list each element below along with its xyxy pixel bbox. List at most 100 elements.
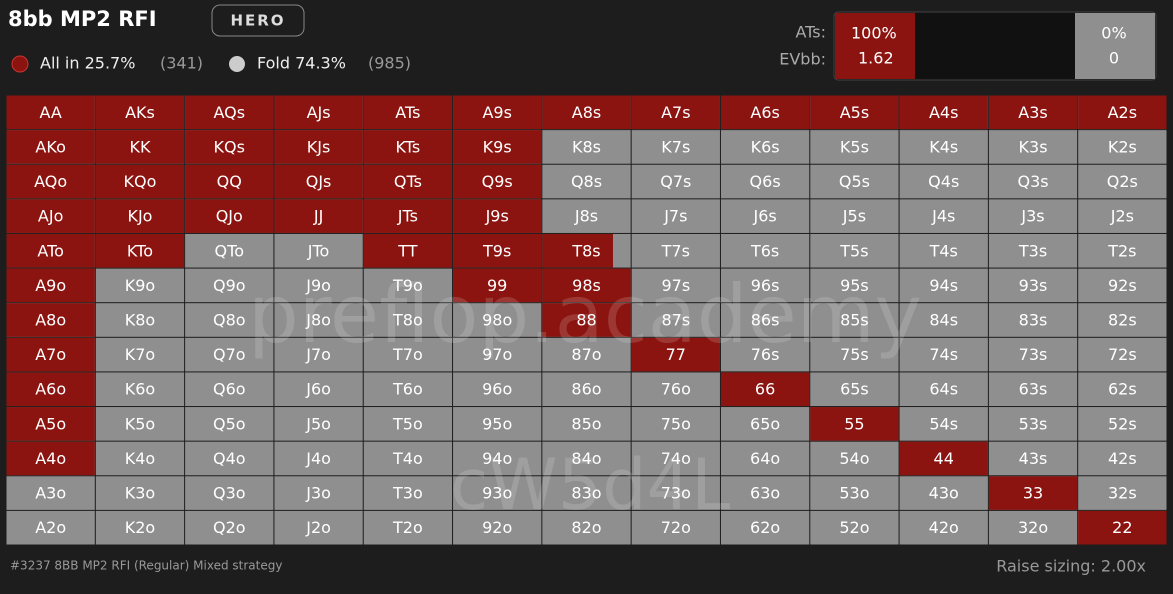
legend-count: (341) (160, 54, 203, 73)
hand-label: J3o (305, 484, 331, 503)
hand-label: 63s (1019, 380, 1048, 399)
hand-label: 55 (844, 414, 864, 433)
fold-cell (1078, 337, 1167, 372)
allin-fill (274, 95, 363, 130)
allin-fill (453, 164, 542, 199)
title: 8bb MP2 RFI (8, 7, 157, 31)
hand-label: T3o (392, 484, 423, 503)
hand-label: A4o (35, 449, 66, 468)
fold-cell (1078, 233, 1167, 268)
hand-label: 42s (1108, 449, 1137, 468)
hand-label: 63o (750, 484, 780, 503)
hand-label: 87o (571, 345, 601, 364)
fold-cell (185, 268, 274, 303)
fold-cell (810, 303, 899, 337)
fold-cell (274, 303, 363, 337)
allin-fill (363, 233, 453, 268)
hand-label: 32s (1108, 484, 1137, 503)
fold-cell (363, 268, 453, 303)
allin-fill (95, 199, 185, 233)
fold-cell (95, 476, 185, 510)
hand-label: K6o (125, 380, 155, 399)
allin-fill (95, 95, 185, 130)
hand-label: K4s (929, 137, 958, 156)
allin-fill (6, 303, 95, 337)
hand-label: ATo (37, 241, 64, 260)
hand-label: 85o (571, 414, 601, 433)
fold-cell (810, 441, 899, 476)
hand-label: 76o (661, 380, 691, 399)
hand-label: ATs (395, 103, 420, 122)
hand-label: T8o (392, 311, 423, 330)
allin-fill (95, 164, 185, 199)
fold-cell (274, 337, 363, 372)
fold-cell (363, 372, 453, 407)
fold-cell (185, 233, 274, 268)
hand-label: J5o (305, 414, 331, 433)
fold-cell (1078, 407, 1167, 441)
hand-label: K7o (125, 345, 155, 364)
fold-cell (631, 268, 720, 303)
fold-cell (720, 130, 810, 164)
hand-label: T9o (392, 276, 423, 295)
hand-label: A6o (35, 380, 66, 399)
fold-cell (899, 407, 988, 441)
fold-cell (95, 407, 185, 441)
hand-label: 66 (755, 380, 775, 399)
allin-fill (363, 164, 453, 199)
hand-label: 92s (1108, 276, 1137, 295)
fold-cell (95, 303, 185, 337)
hand-label: 64o (750, 449, 780, 468)
hand-label: T4s (929, 241, 958, 260)
hand-label: T8s (571, 241, 600, 260)
fold-cell (542, 337, 631, 372)
hand-label: Q3s (1017, 172, 1048, 191)
fold-cell (720, 303, 810, 337)
hand-label: 98o (482, 311, 512, 330)
fold-cell (631, 372, 720, 407)
allin-fill (542, 268, 631, 303)
fold-cell (631, 407, 720, 441)
fold-cell (720, 337, 810, 372)
hand-label: Q6o (213, 380, 246, 399)
hand-label: J6o (305, 380, 331, 399)
hand-label: QJo (216, 207, 243, 226)
fold-cell (988, 130, 1078, 164)
fold-cell (363, 337, 453, 372)
badge[interactable]: HERO (230, 12, 285, 30)
hand-label: T9s (482, 241, 511, 260)
allin-fill (899, 95, 988, 130)
fold-cell (542, 372, 631, 407)
hand-label: J2s (1110, 207, 1134, 226)
fold-cell (542, 476, 631, 510)
fold-cell (453, 476, 542, 510)
fold-cell (274, 441, 363, 476)
fold-cell (274, 510, 363, 545)
hand-label: 54o (839, 449, 869, 468)
hand-label: JJ (313, 207, 323, 226)
allin-fill (274, 130, 363, 164)
hand-label: Q4s (928, 172, 959, 191)
hand-label: KQo (124, 172, 157, 191)
fold-cell (899, 372, 988, 407)
fold-cell (899, 164, 988, 199)
hand-label: 83o (571, 484, 601, 503)
allin-segment (835, 13, 915, 79)
hand-label: 96s (751, 276, 780, 295)
hand-label: 82s (1108, 311, 1137, 330)
fold-cell (720, 510, 810, 545)
watermark: preflop.academy (248, 268, 922, 361)
fold-cell (6, 476, 95, 510)
hand-label: A3o (35, 484, 66, 503)
fold-cell (1078, 441, 1167, 476)
hand-label: J9s (485, 207, 509, 226)
hand-label: 75o (661, 414, 691, 433)
fold-cell (453, 510, 542, 545)
hand-label: 83s (1019, 311, 1048, 330)
fold-cell (185, 407, 274, 441)
hand-label: J9o (305, 276, 331, 295)
fold-cell (631, 164, 720, 199)
hand-label: K5s (840, 137, 869, 156)
allin-fill (363, 95, 453, 130)
